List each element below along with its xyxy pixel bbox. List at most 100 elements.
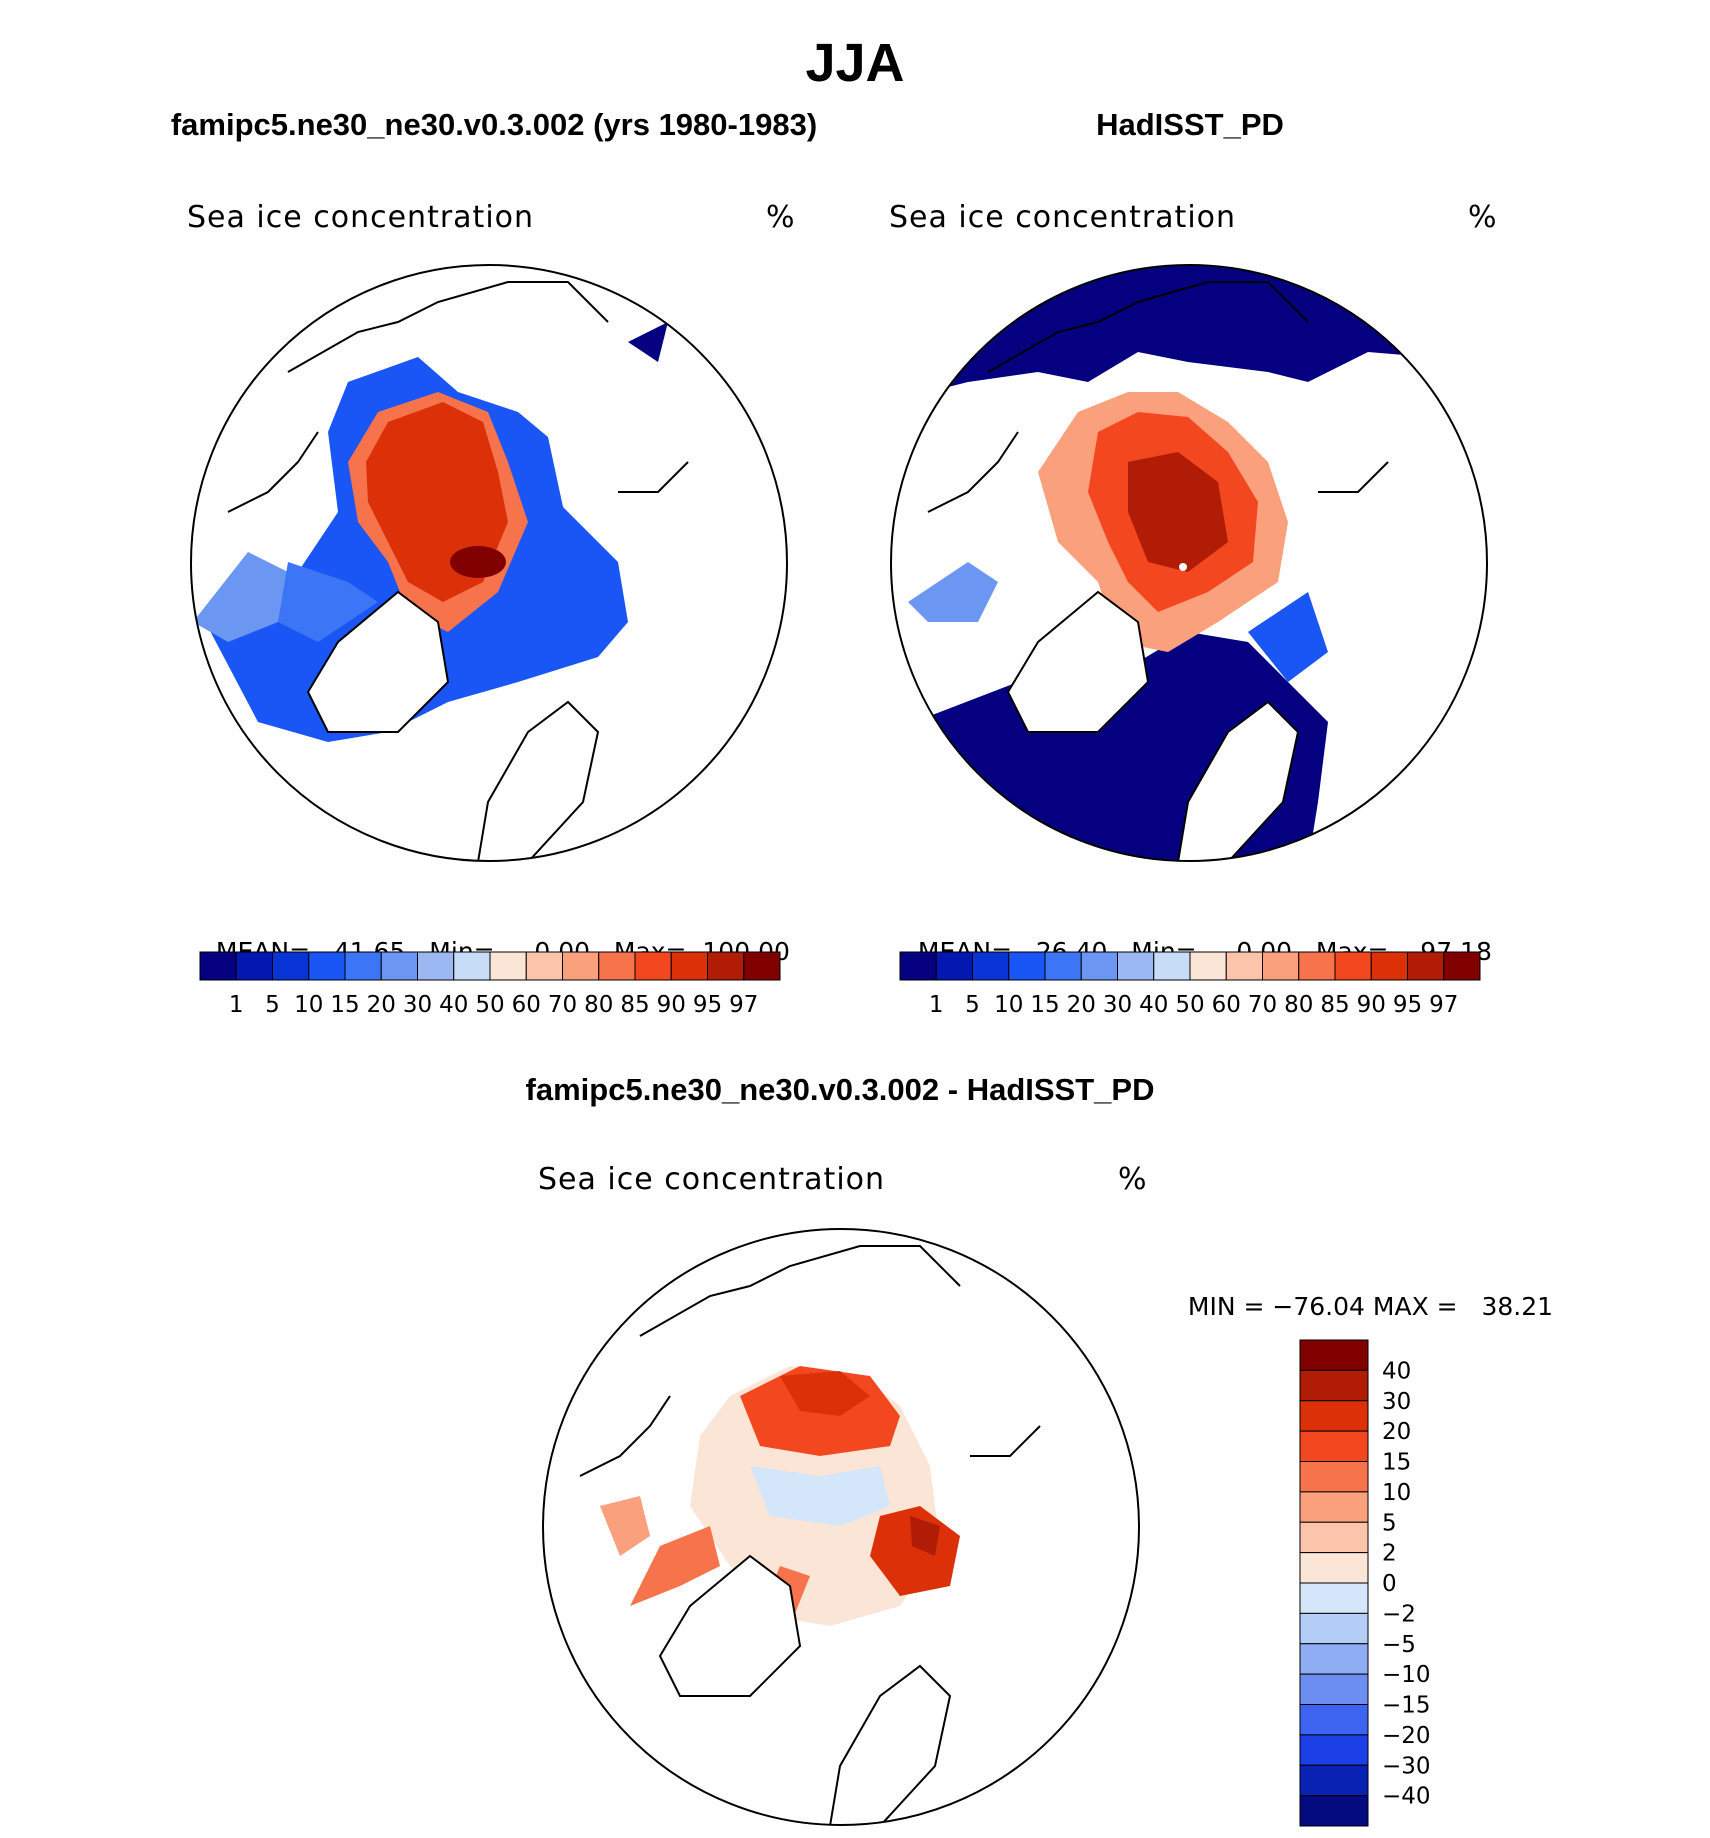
panel-3-colorbar-tick-label: −2 (1382, 1601, 1416, 1627)
panel-3-colorbar-swatch (1299, 1400, 1369, 1432)
panel-3-colorbar-swatch (1299, 1521, 1369, 1554)
panel-2-colorbar-tick-label: 1 (929, 992, 944, 1018)
panel-3-colorbar-swatch (1299, 1643, 1369, 1675)
panel-3-colorbar-tick-label: 15 (1382, 1450, 1411, 1476)
panel-1-colorbar-tick-label: 20 (367, 992, 396, 1018)
panel-1-colorbar-tick-label: 5 (265, 992, 280, 1018)
panel-1-colorbar-tick-label: 40 (439, 992, 468, 1018)
panel-2-colorbar-tick-label: 80 (1284, 992, 1313, 1018)
panel-2-colorbar-tick-label: 95 (1393, 992, 1422, 1018)
panel-3-colorbar-swatch (1299, 1734, 1369, 1766)
panel-1-colorbar: 1 5 10 15 20 30 40 50 60 70 80 85 90 95 97 (199, 951, 781, 1018)
panel-2-scandinavia (1176, 700, 1300, 861)
panel-1-scandinavia (476, 700, 600, 861)
panel-1-colorbar-tick-label: 50 (475, 992, 504, 1018)
panel-1-colorbar-swatch (562, 951, 600, 981)
panel-3-title: famipc5.ne30_ne30.v0.3.002 - HadISST_PD (525, 1072, 1155, 1107)
panel-3-colorbar-tick-label: −20 (1382, 1723, 1431, 1749)
panel-1-colorbar-swatch (489, 951, 527, 981)
panel-1-colorbar-swatch (670, 951, 708, 981)
panel-3-colorbar-tick-label: 40 (1382, 1358, 1411, 1384)
panel-1-colorbar-swatch (199, 951, 237, 981)
panel-3-stats: MIN = −76.04 MAX = 38.21 (1187, 1292, 1554, 1321)
panel-3-unit-label: % (1118, 1162, 1147, 1197)
panel-1-colorbar-tick-label: 15 (330, 992, 359, 1018)
panel-1-colorbar-swatch (743, 951, 781, 981)
panel-3-colorbar-swatch (1299, 1673, 1369, 1705)
panel-3-colorbar-tick-label: −10 (1382, 1662, 1431, 1688)
panel-1-colorbar-swatch (272, 951, 310, 981)
panel-3-coastline (579, 1245, 1041, 1477)
panel-1-unit-label: % (766, 200, 795, 235)
panel-2-colorbar-tick-label: 97 (1429, 992, 1458, 1018)
panel-3-colorbar-tick-label: 0 (1382, 1571, 1397, 1597)
panel-3-field-label: Sea ice concentration (538, 1162, 886, 1197)
panel-3-colorbar-swatch (1299, 1582, 1369, 1614)
panel-3-colorbar-swatch (1299, 1491, 1369, 1523)
panel-2-colorbar-swatch (1225, 951, 1263, 981)
panel-1-colorbar-tick-label: 90 (657, 992, 686, 1018)
panel-2-colorbar-tick-label: 90 (1357, 992, 1386, 1018)
panel-1-greenland (306, 590, 450, 733)
panel-2-colorbar-tick-label: 5 (965, 992, 980, 1018)
panel-3-colorbar-tick-label: 2 (1382, 1541, 1397, 1567)
panel-1-colorbar-tick-label: 1 (229, 992, 244, 1018)
panel-2-colorbar-swatch (1262, 951, 1300, 981)
panel-2-colorbar-tick-label: 50 (1175, 992, 1204, 1018)
panel-1-colorbar-tick-label: 30 (403, 992, 432, 1018)
panel-2-colorbar-swatch (1298, 951, 1336, 981)
panel-2-colorbar-swatch (935, 951, 973, 981)
panel-2-coastline (927, 281, 1389, 513)
panel-3-colorbar-swatch (1299, 1552, 1369, 1584)
panel-3-colorbar-tick-label: −5 (1382, 1632, 1416, 1658)
panel-2-colorbar-swatch (1189, 951, 1227, 981)
panel-2-colorbar-tick-label: 40 (1139, 992, 1168, 1018)
panel-2-colorbar-swatch (1080, 951, 1118, 981)
panel-3-colorbar-swatch (1299, 1764, 1369, 1797)
panel-1-colorbar-swatch (308, 951, 346, 981)
panel-1-colorbar-tick-label: 60 (512, 992, 541, 1018)
panel-3-colorbar-swatch (1299, 1369, 1369, 1402)
panel-2-map (890, 264, 1488, 862)
panel-1-colorbar-swatch (634, 951, 672, 981)
panel-3-colorbar-swatch (1299, 1430, 1369, 1462)
panel-1-title: famipc5.ne30_ne30.v0.3.002 (yrs 1980-198… (170, 107, 818, 142)
panel-2-colorbar-swatch (972, 951, 1010, 981)
panel-1-map (190, 264, 788, 862)
panel-2-colorbar: 1 5 10 15 20 30 40 50 60 70 80 85 90 95 97 (899, 951, 1481, 1018)
panel-3-scandinavia (828, 1664, 952, 1825)
panel-2-colorbar-tick-label: 30 (1103, 992, 1132, 1018)
panel-3-colorbar-swatch (1299, 1704, 1369, 1736)
panel-1-field-label: Sea ice concentration (187, 200, 535, 235)
panel-2-colorbar-tick-label: 60 (1212, 992, 1241, 1018)
panel-2-colorbar-swatch (1044, 951, 1082, 981)
panel-2-colorbar-swatch (1153, 951, 1191, 981)
panel-1-coastline (227, 281, 689, 513)
panel-1-colorbar-swatch (598, 951, 636, 981)
panel-2-colorbar-swatch (1008, 951, 1046, 981)
panel-1-colorbar-swatch (707, 951, 745, 981)
panel-3-map (542, 1228, 1140, 1826)
panel-3-colorbar-tick-label: −15 (1382, 1693, 1431, 1719)
panel-3-colorbar-tick-label: 5 (1382, 1510, 1397, 1536)
panel-1-colorbar-swatch (417, 951, 455, 981)
panel-1-colorbar-swatch (380, 951, 418, 981)
panel-2-colorbar-tick-label: 10 (994, 992, 1023, 1018)
panel-1-colorbar-swatch (344, 951, 382, 981)
panel-3-colorbar-tick-label: 10 (1382, 1480, 1411, 1506)
panel-2-unit-label: % (1468, 200, 1497, 235)
panel-1-colorbar-tick-label: 10 (294, 992, 323, 1018)
panel-3-colorbar-tick-label: 30 (1382, 1389, 1411, 1415)
panel-3-greenland (658, 1554, 802, 1697)
panel-2-title: HadISST_PD (1096, 107, 1284, 142)
panel-1-colorbar-tick-label: 80 (584, 992, 613, 1018)
panel-1-colorbar-swatch (525, 951, 563, 981)
panel-2-greenland (1006, 590, 1150, 733)
panel-3-colorbar-swatch (1299, 1461, 1369, 1493)
panel-1-colorbar-tick-label: 70 (548, 992, 577, 1018)
panel-1-colorbar-swatch (235, 951, 273, 981)
panel-2-field-label: Sea ice concentration (889, 200, 1237, 235)
panel-3-colorbar-swatch (1299, 1339, 1369, 1371)
panel-2-colorbar-swatch (1117, 951, 1155, 981)
